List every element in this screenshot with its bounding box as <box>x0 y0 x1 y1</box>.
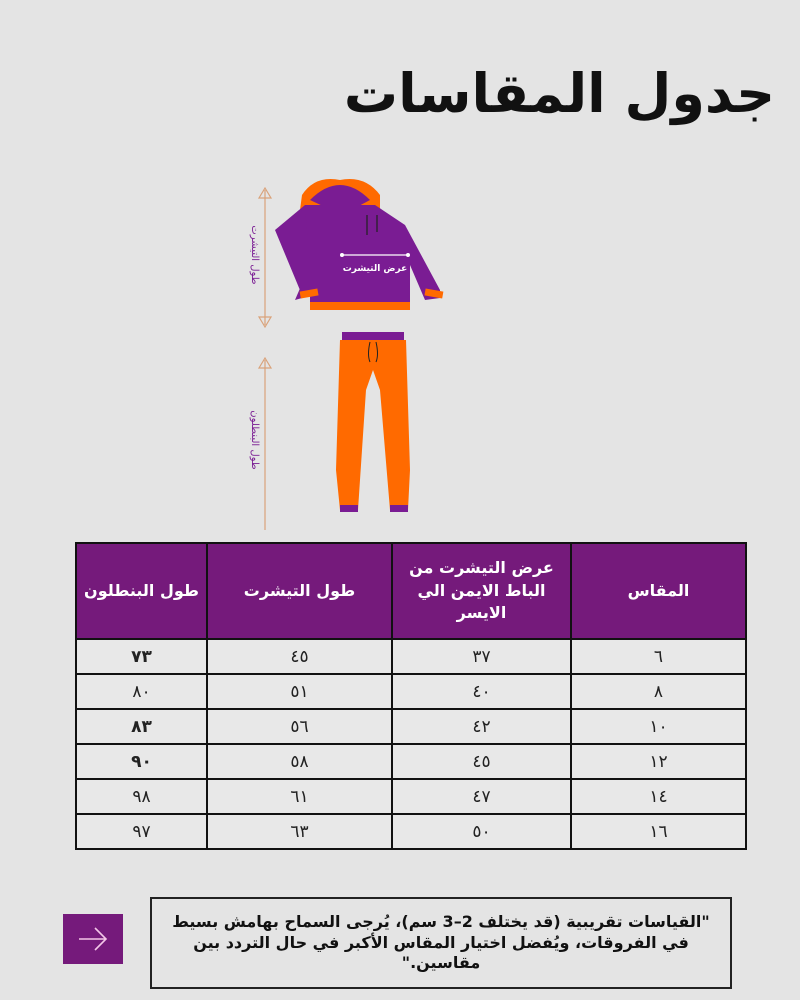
cell: ٩٧ <box>75 813 208 850</box>
cell: ٨٠ <box>75 673 208 710</box>
table-row: ١٠ ٤٢ ٥٦ ٨٣ <box>75 708 747 745</box>
shirt-width-label: عرض التيشرت <box>343 264 408 274</box>
cell: ٦ <box>570 638 747 675</box>
pants-icon <box>336 332 410 512</box>
hoodie-icon <box>275 179 444 310</box>
cell: ٤٢ <box>391 708 572 745</box>
cell: ٨٣ <box>75 708 208 745</box>
table-row: ١٦ ٥٠ ٦٣ ٩٧ <box>75 813 747 850</box>
pants-length-arrow <box>257 356 273 530</box>
page-title: جدول المقاسات <box>343 62 775 125</box>
cell: ٥٨ <box>206 743 393 780</box>
cell: ٥٦ <box>206 708 393 745</box>
header-pants-length: طول البنطلون <box>75 542 208 640</box>
table-row: ١٢ ٤٥ ٥٨ ٩٠ <box>75 743 747 780</box>
cell: ٤٧ <box>391 778 572 815</box>
table-row: ٦ ٣٧ ٤٥ ٧٣ <box>75 638 747 675</box>
pants-length-label: طول البنطلون <box>249 410 260 469</box>
next-button[interactable] <box>63 914 123 964</box>
cell: ١٤ <box>570 778 747 815</box>
cell: ٥١ <box>206 673 393 710</box>
cell: ٣٧ <box>391 638 572 675</box>
table-header-row: المقاس عرض التيشرت من الباط الايمن الي ا… <box>75 542 747 640</box>
cell: ٦٣ <box>206 813 393 850</box>
shirt-length-arrow <box>257 186 273 329</box>
header-shirt-width: عرض التيشرت من الباط الايمن الي الايسر <box>391 542 572 640</box>
cell: ١٢ <box>570 743 747 780</box>
cell: ٩٨ <box>75 778 208 815</box>
tracksuit-illustration: طول التيشرت طول البنطلون عرض التيشرت <box>249 179 444 530</box>
cell: ٥٠ <box>391 813 572 850</box>
cell: ٧٣ <box>75 638 208 675</box>
cell: ٩٠ <box>75 743 208 780</box>
cell: ٨ <box>570 673 747 710</box>
cell: ١٠ <box>570 708 747 745</box>
header-size: المقاس <box>570 542 747 640</box>
cell: ٤٥ <box>206 638 393 675</box>
size-note: "القياسات تقريبية (قد يختلف 2–3 سم)، يُر… <box>150 897 732 989</box>
cell: ٤٠ <box>391 673 572 710</box>
cell: ٤٥ <box>391 743 572 780</box>
header-shirt-length: طول التيشرت <box>206 542 393 640</box>
cell: ١٦ <box>570 813 747 850</box>
table-row: ١٤ ٤٧ ٦١ ٩٨ <box>75 778 747 815</box>
size-chart-table: المقاس عرض التيشرت من الباط الايمن الي ا… <box>75 542 747 850</box>
table-row: ٨ ٤٠ ٥١ ٨٠ <box>75 673 747 710</box>
arrow-right-icon <box>79 927 108 951</box>
shirt-length-label: طول التيشرت <box>249 225 260 284</box>
cell: ٦١ <box>206 778 393 815</box>
